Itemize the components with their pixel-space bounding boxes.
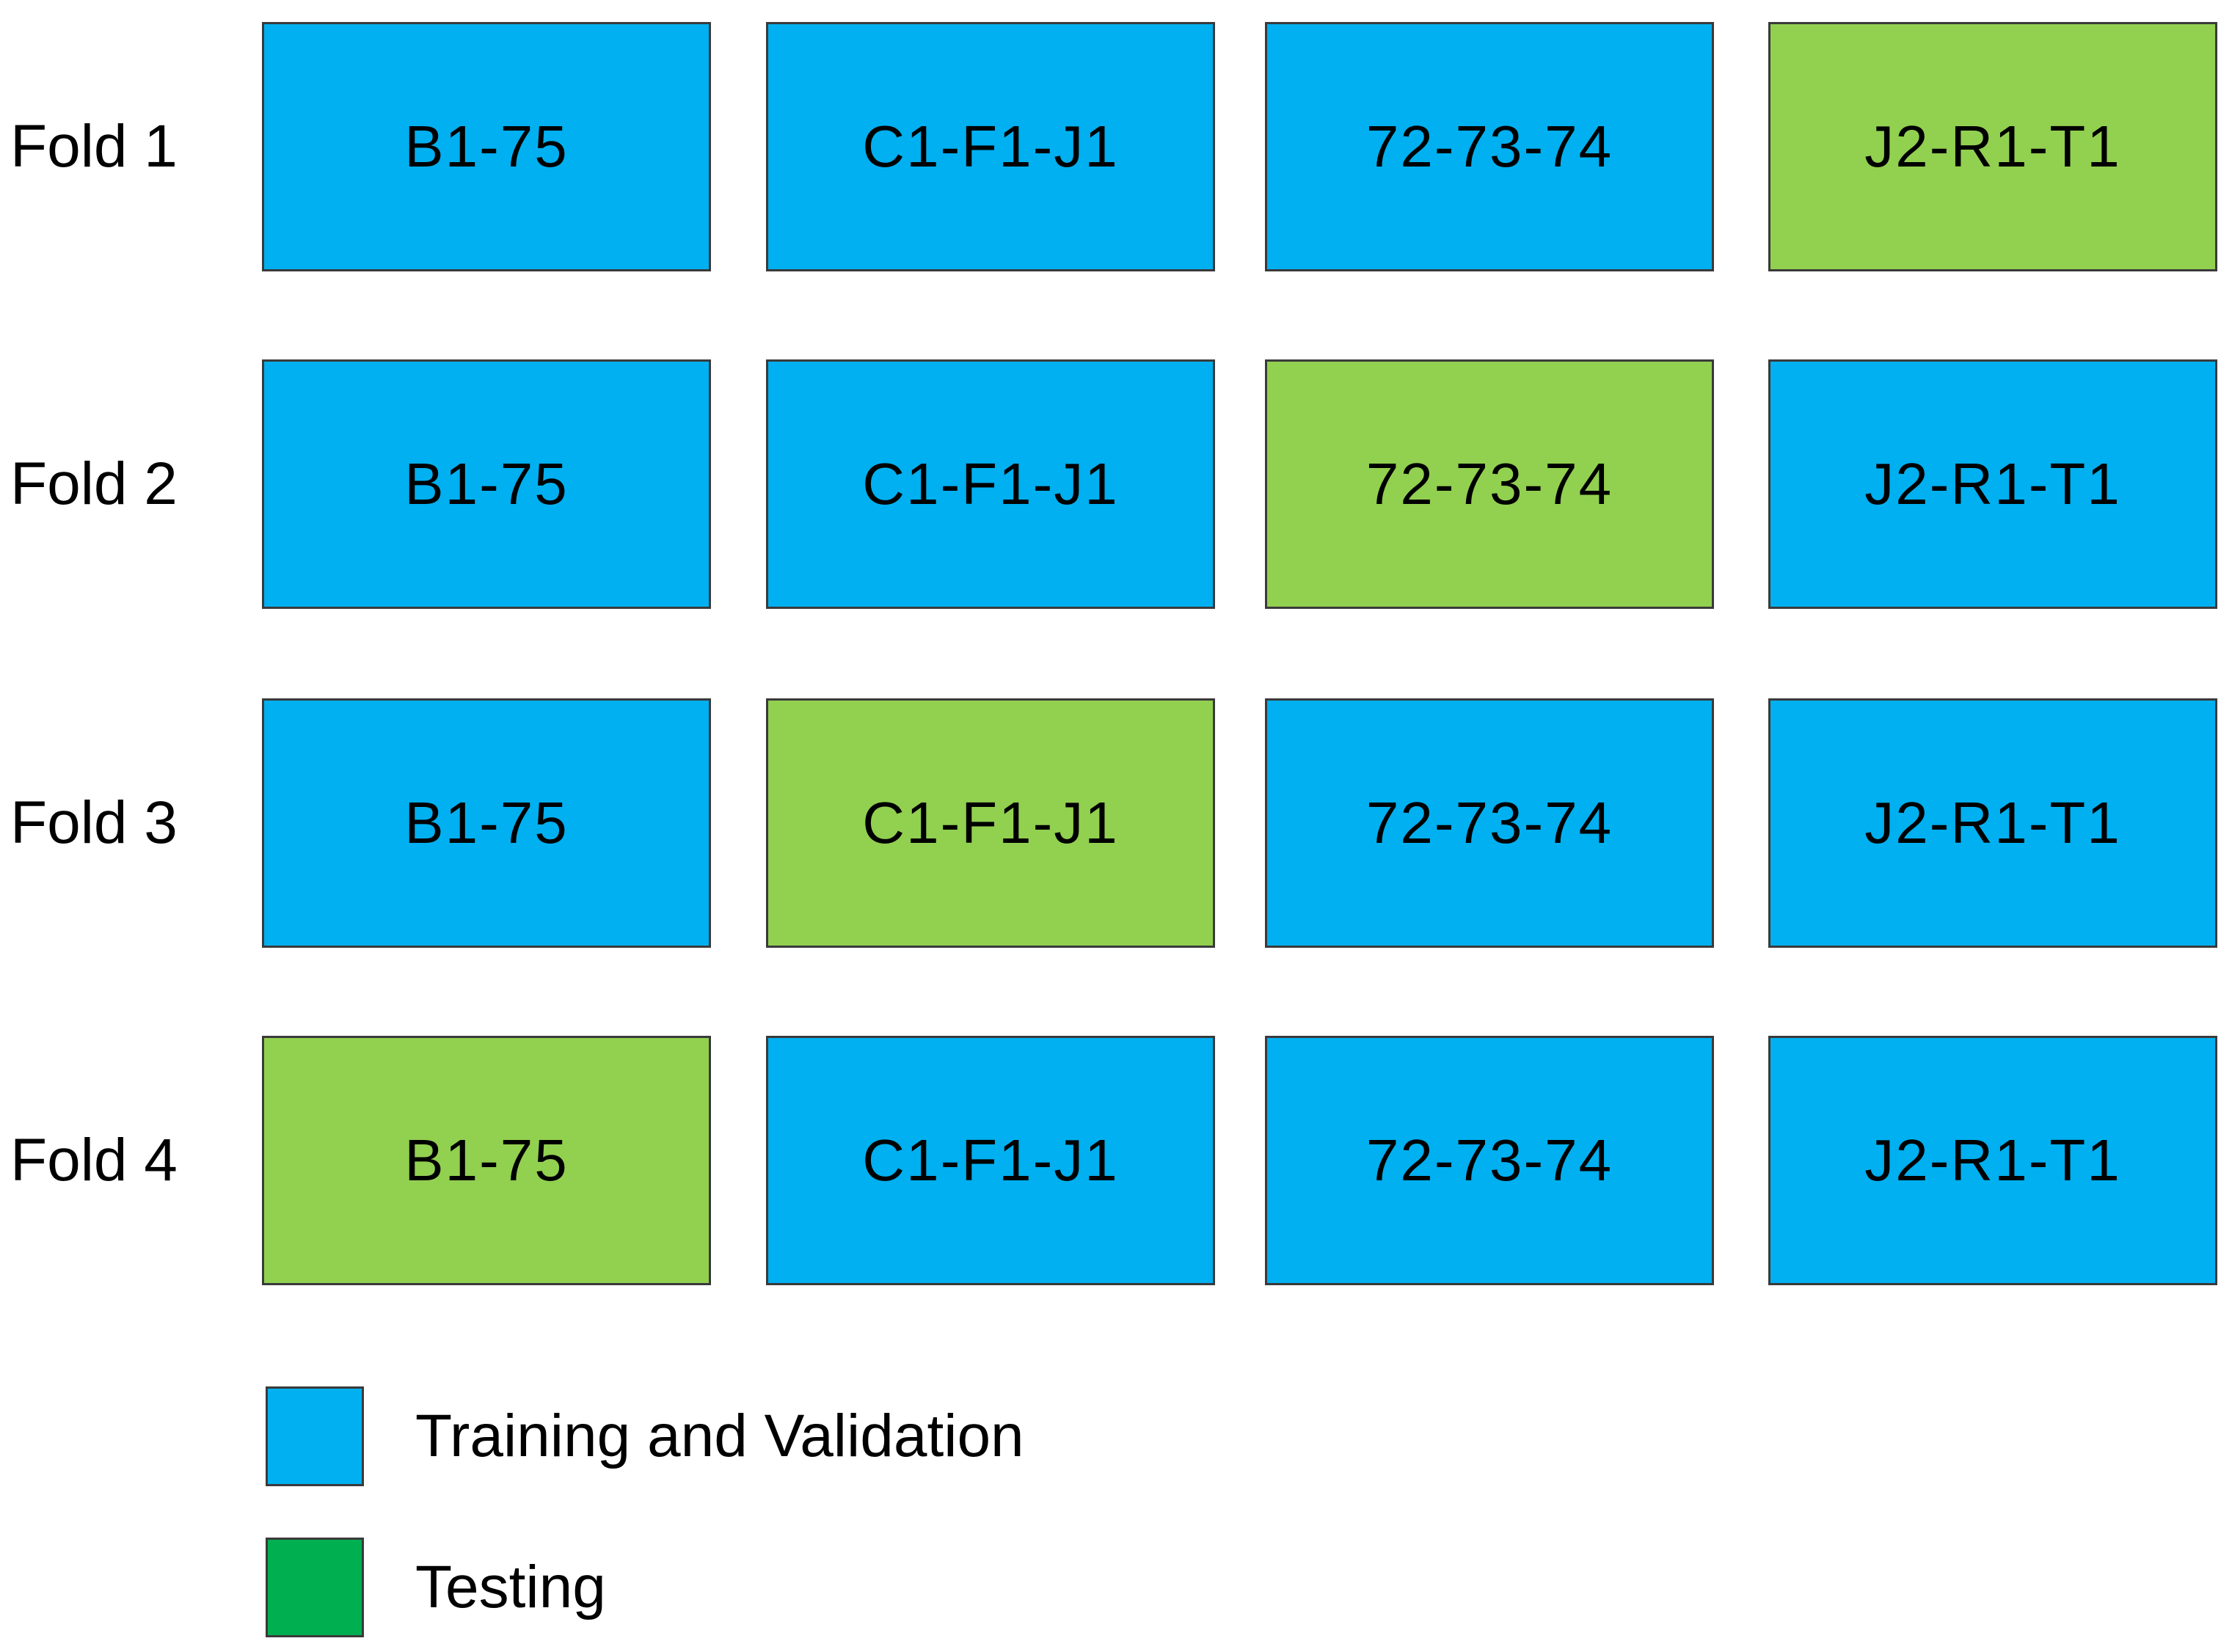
training-subset-cell: B1-75 (262, 22, 711, 271)
subset-label: 72-73-74 (1365, 114, 1613, 179)
subset-label: C1-F1-J1 (862, 790, 1119, 855)
training-subset-cell: C1-F1-J1 (766, 359, 1215, 609)
subset-label: B1-75 (404, 1127, 569, 1193)
training-subset-cell: C1-F1-J1 (766, 1036, 1215, 1285)
subset-label: 72-73-74 (1365, 790, 1613, 855)
training-subset-cell: 72-73-74 (1265, 1036, 1714, 1285)
subset-label: C1-F1-J1 (862, 114, 1119, 179)
testing-subset-cell: B1-75 (262, 1036, 711, 1285)
subset-label: B1-75 (404, 790, 569, 855)
training-subset-cell: B1-75 (262, 359, 711, 609)
legend-label-training: Training and Validation (415, 1403, 1024, 1469)
testing-subset-cell: 72-73-74 (1265, 359, 1714, 609)
fold-label: Fold 2 (10, 450, 178, 517)
training-subset-cell: 72-73-74 (1265, 22, 1714, 271)
testing-subset-cell: J2-R1-T1 (1768, 22, 2217, 271)
testing-subset-cell: C1-F1-J1 (766, 698, 1215, 948)
subset-label: C1-F1-J1 (862, 1127, 1119, 1193)
training-subset-cell: J2-R1-T1 (1768, 698, 2217, 948)
fold-label: Fold 3 (10, 789, 178, 856)
subset-label: J2-R1-T1 (1864, 1127, 2121, 1193)
legend-swatch-testing (266, 1538, 364, 1637)
legend-label-testing: Testing (415, 1554, 606, 1620)
training-subset-cell: C1-F1-J1 (766, 22, 1215, 271)
subset-label: C1-F1-J1 (862, 451, 1119, 516)
subset-label: J2-R1-T1 (1864, 790, 2121, 855)
training-subset-cell: J2-R1-T1 (1768, 1036, 2217, 1285)
subset-label: B1-75 (404, 451, 569, 516)
fold-label: Fold 1 (10, 113, 178, 180)
subset-label: B1-75 (404, 114, 569, 179)
subset-label: 72-73-74 (1365, 1127, 1613, 1193)
subset-label: J2-R1-T1 (1864, 451, 2121, 516)
subset-label: J2-R1-T1 (1864, 114, 2121, 179)
legend-swatch-training (266, 1386, 364, 1486)
fold-label: Fold 4 (10, 1127, 178, 1194)
training-subset-cell: J2-R1-T1 (1768, 359, 2217, 609)
training-subset-cell: 72-73-74 (1265, 698, 1714, 948)
subset-label: 72-73-74 (1365, 451, 1613, 516)
training-subset-cell: B1-75 (262, 698, 711, 948)
